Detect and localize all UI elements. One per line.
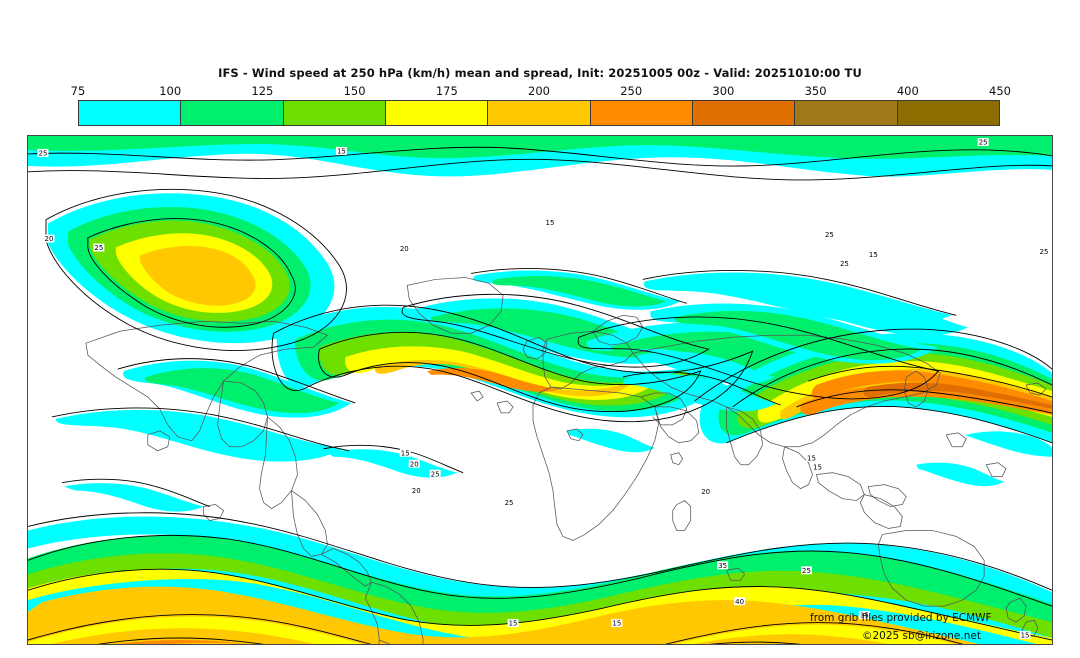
- contour-label: 20: [400, 245, 409, 253]
- colorbar: [78, 100, 1000, 126]
- contour-label-bg: [838, 259, 850, 268]
- colorbar-tick-400: 400: [896, 84, 919, 98]
- colorbar-band-3: [385, 101, 489, 125]
- contour-label-bg: [507, 619, 519, 628]
- contour-label-bg: [43, 234, 55, 243]
- contour-label-bg: [611, 619, 623, 628]
- contour-label: 25: [1040, 248, 1049, 256]
- colorbar-band-1: [181, 101, 284, 125]
- contour-label-bg: [717, 561, 729, 570]
- contour-label: 25: [825, 231, 834, 239]
- contour-label: 15: [612, 620, 621, 628]
- colorbar-tick-100: 100: [159, 84, 182, 98]
- contour-label: 40: [735, 598, 744, 606]
- colorbar-tick-175: 175: [435, 84, 458, 98]
- copyright-credit: ©2025 sb@irizone.net: [862, 630, 981, 642]
- contour-label-bg: [93, 243, 105, 252]
- contour-label-bg: [823, 230, 835, 239]
- contour-label-bg: [867, 250, 879, 259]
- contour-label: 25: [802, 567, 811, 575]
- colorbar-tick-300: 300: [712, 84, 735, 98]
- contour-label: 20: [412, 487, 421, 495]
- contour-label-bg: [811, 462, 823, 471]
- contour-label: 25: [431, 470, 440, 478]
- colorbar-band-7: [795, 101, 898, 125]
- colorbar-tick-450: 450: [989, 84, 1011, 98]
- contour-label: 15: [337, 148, 346, 156]
- spread-contours: [28, 146, 1052, 644]
- contour-label-bg: [398, 244, 410, 253]
- contour-label: 25: [39, 150, 48, 158]
- contour-label-bg: [544, 218, 556, 227]
- contour-label-bg: [1038, 247, 1050, 256]
- colorbar-tick-150: 150: [343, 84, 366, 98]
- contour-label-bg: [408, 459, 420, 468]
- contour-label: 15: [401, 449, 410, 457]
- contour-label: 15: [509, 620, 518, 628]
- colorbar-band-2: [283, 101, 386, 125]
- contour-label-bg: [335, 146, 347, 155]
- contour-label-bg: [1019, 631, 1031, 640]
- contour-label: 15: [813, 463, 822, 471]
- contour-label-bg: [800, 566, 812, 575]
- contour-label: 25: [505, 499, 514, 507]
- contour-label-bg: [399, 448, 411, 457]
- contour-label-bg: [429, 469, 441, 478]
- colorbar-band-0: [79, 101, 182, 125]
- contour-label-bg: [858, 611, 870, 620]
- contour-label: 20: [701, 488, 710, 496]
- contour-label-bg: [37, 148, 49, 157]
- contour-label: 15: [869, 251, 878, 259]
- contour-label: 25: [979, 139, 988, 147]
- contour-label-bg: [700, 487, 712, 496]
- world-map-plot: 25 15 25 20 25 20 15 25 15 25 25 15 20 25 20 25 15 15 20 35…: [27, 135, 1053, 645]
- contour-label-bg: [805, 453, 817, 462]
- contour-label: 25: [94, 244, 103, 252]
- data-source-credit: from grib files provided by ECMWF: [810, 612, 992, 624]
- contour-label: 35: [718, 562, 727, 570]
- colorbar-tick-200: 200: [528, 84, 550, 98]
- contour-label-bg: [503, 498, 515, 507]
- contour-label-bg: [977, 137, 989, 146]
- colorbar-bands: [78, 100, 1000, 126]
- colorbar-tick-75: 75: [70, 84, 86, 98]
- chart-title: IFS - Wind speed at 250 hPa (km/h) mean …: [218, 66, 862, 80]
- colorbar-tick-labels: 75 100 125 150 175 200 250 300 350 400 450: [0, 84, 1080, 100]
- colorbar-band-5: [590, 101, 693, 125]
- contour-label: 15: [1021, 632, 1030, 640]
- contour-label: 25: [840, 260, 849, 268]
- contour-label: 20: [410, 460, 419, 468]
- colorbar-band-4: [488, 101, 591, 125]
- colorbar-band-6: [692, 101, 796, 125]
- colorbar-tick-250: 250: [620, 84, 643, 98]
- colorbar-tick-125: 125: [251, 84, 274, 98]
- contour-label: 20: [45, 235, 54, 243]
- contour-label-bg: [734, 597, 746, 606]
- contour-label: 35: [860, 612, 869, 620]
- colorbar-band-8: [897, 101, 999, 125]
- contour-label: 15: [546, 219, 555, 227]
- colorbar-tick-350: 350: [804, 84, 827, 98]
- contour-label: 15: [807, 454, 816, 462]
- contour-label-bg: [410, 486, 422, 495]
